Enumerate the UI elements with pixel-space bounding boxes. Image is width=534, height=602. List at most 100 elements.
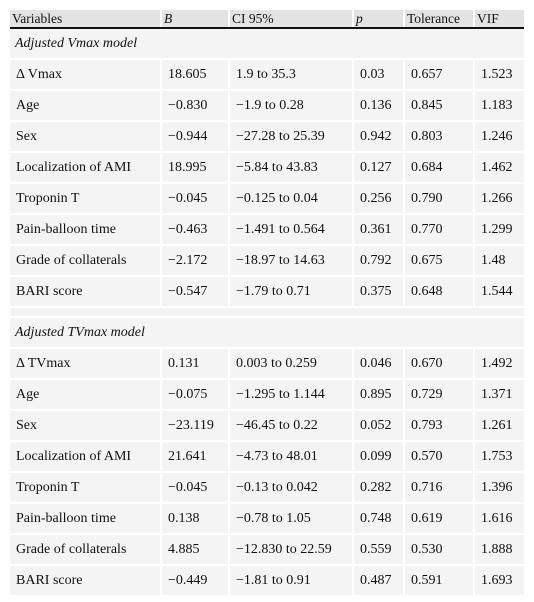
cell-b: −0.449 (161, 565, 230, 597)
cell-p: 0.375 (353, 276, 405, 308)
cell-p: 0.256 (353, 183, 405, 215)
cell-tolerance: 0.716 (404, 472, 475, 504)
cell-variable: BARI score (10, 565, 162, 597)
spacer-cell (10, 307, 524, 318)
cell-ci: 0.003 to 0.259 (229, 348, 354, 380)
cell-vif: 1.544 (474, 276, 524, 308)
cell-variable: Localization of AMI (10, 152, 162, 184)
cell-tolerance: 0.570 (404, 441, 475, 473)
cell-tolerance: 0.648 (404, 276, 475, 308)
table-row: Age −0.830 −1.9 to 0.28 0.136 0.845 1.183 (10, 90, 524, 122)
cell-p: 0.127 (353, 152, 405, 184)
cell-b: 0.131 (161, 348, 230, 380)
cell-variable: Grade of collaterals (10, 245, 162, 277)
cell-p: 0.748 (353, 503, 405, 535)
cell-b: −0.045 (161, 183, 230, 215)
cell-b: −0.075 (161, 379, 230, 411)
cell-p: 0.895 (353, 379, 405, 411)
cell-ci: −12.830 to 22.59 (229, 534, 354, 566)
cell-vif: 1.753 (474, 441, 524, 473)
table-row: BARI score −0.547 −1.79 to 0.71 0.375 0.648 1… (10, 276, 524, 308)
cell-ci: −5.84 to 43.83 (229, 152, 354, 184)
cell-vif: 1.693 (474, 565, 524, 597)
cell-vif: 1.616 (474, 503, 524, 535)
cell-tolerance: 0.845 (404, 90, 475, 122)
cell-ci: 1.9 to 35.3 (229, 59, 354, 91)
cell-p: 0.942 (353, 121, 405, 153)
table-row: Δ Vmax 18.605 1.9 to 35.3 0.03 0.657 1.523 (10, 59, 524, 91)
cell-tolerance: 0.729 (404, 379, 475, 411)
cell-tolerance: 0.670 (404, 348, 475, 380)
cell-ci: −4.73 to 48.01 (229, 441, 354, 473)
section-title: Adjusted Vmax model (10, 28, 524, 60)
cell-variable: Localization of AMI (10, 441, 162, 473)
cell-tolerance: 0.790 (404, 183, 475, 215)
section-spacer (10, 307, 524, 318)
table-header: Variables B CI 95% p Tolerance VIF (10, 10, 524, 29)
cell-p: 0.136 (353, 90, 405, 122)
cell-tolerance: 0.675 (404, 245, 475, 277)
cell-tolerance: 0.591 (404, 565, 475, 597)
cell-ci: −1.295 to 1.144 (229, 379, 354, 411)
header-ci: CI 95% (229, 10, 354, 29)
table-row: Pain-balloon time −0.463 −1.491 to 0.564 0.… (10, 214, 524, 246)
cell-variable: Age (10, 379, 162, 411)
cell-vif: 1.371 (474, 379, 524, 411)
cell-ci: −1.79 to 0.71 (229, 276, 354, 308)
cell-b: −0.830 (161, 90, 230, 122)
cell-b: 18.605 (161, 59, 230, 91)
table-row: Troponin T −0.045 −0.13 to 0.042 0.282 0.716… (10, 472, 524, 504)
cell-b: 4.885 (161, 534, 230, 566)
cell-vif: 1.246 (474, 121, 524, 153)
cell-variable: Sex (10, 121, 162, 153)
cell-ci: −18.97 to 14.63 (229, 245, 354, 277)
cell-variable: Troponin T (10, 183, 162, 215)
table-row: Sex −0.944 −27.28 to 25.39 0.942 0.803 1.246 (10, 121, 524, 153)
cell-tolerance: 0.530 (404, 534, 475, 566)
cell-b: 0.138 (161, 503, 230, 535)
cell-variable: Troponin T (10, 472, 162, 504)
section-title: Adjusted TVmax model (10, 317, 524, 349)
cell-variable: Age (10, 90, 162, 122)
cell-ci: −0.13 to 0.042 (229, 472, 354, 504)
cell-ci: −0.125 to 0.04 (229, 183, 354, 215)
section-header-row: Adjusted Vmax model (10, 28, 524, 60)
cell-vif: 1.266 (474, 183, 524, 215)
cell-p: 0.361 (353, 214, 405, 246)
cell-variable: Δ Vmax (10, 59, 162, 91)
cell-ci: −27.28 to 25.39 (229, 121, 354, 153)
cell-p: 0.559 (353, 534, 405, 566)
cell-ci: −46.45 to 0.22 (229, 410, 354, 442)
table-row: Pain-balloon time 0.138 −0.78 to 1.05 0.748… (10, 503, 524, 535)
cell-p: 0.487 (353, 565, 405, 597)
cell-variable: Pain-balloon time (10, 503, 162, 535)
regression-table-container: Variables B CI 95% p Tolerance VIF Adjus… (10, 10, 524, 597)
cell-p: 0.792 (353, 245, 405, 277)
table-row: Grade of collaterals 4.885 −12.830 to 22.5… (10, 534, 524, 566)
header-b: B (161, 10, 230, 29)
cell-variable: Sex (10, 410, 162, 442)
header-tolerance: Tolerance (404, 10, 475, 29)
cell-variable: Pain-balloon time (10, 214, 162, 246)
header-row: Variables B CI 95% p Tolerance VIF (10, 10, 524, 29)
table-row: Sex −23.119 −46.45 to 0.22 0.052 0.793 1.261 (10, 410, 524, 442)
cell-tolerance: 0.770 (404, 214, 475, 246)
cell-vif: 1.48 (474, 245, 524, 277)
cell-vif: 1.492 (474, 348, 524, 380)
cell-vif: 1.396 (474, 472, 524, 504)
cell-ci: −1.9 to 0.28 (229, 90, 354, 122)
table-row: Localization of AMI 21.641 −4.73 to 48.01 0… (10, 441, 524, 473)
cell-vif: 1.523 (474, 59, 524, 91)
cell-b: −0.045 (161, 472, 230, 504)
cell-vif: 1.462 (474, 152, 524, 184)
cell-b: −0.463 (161, 214, 230, 246)
cell-vif: 1.183 (474, 90, 524, 122)
table-row: Age −0.075 −1.295 to 1.144 0.895 0.729 1.371 (10, 379, 524, 411)
cell-ci: −0.78 to 1.05 (229, 503, 354, 535)
cell-variable: BARI score (10, 276, 162, 308)
header-vif: VIF (474, 10, 524, 29)
cell-b: −0.944 (161, 121, 230, 153)
table-row: Δ TVmax 0.131 0.003 to 0.259 0.046 0.670 1.49… (10, 348, 524, 380)
cell-tolerance: 0.619 (404, 503, 475, 535)
cell-ci: −1.81 to 0.91 (229, 565, 354, 597)
